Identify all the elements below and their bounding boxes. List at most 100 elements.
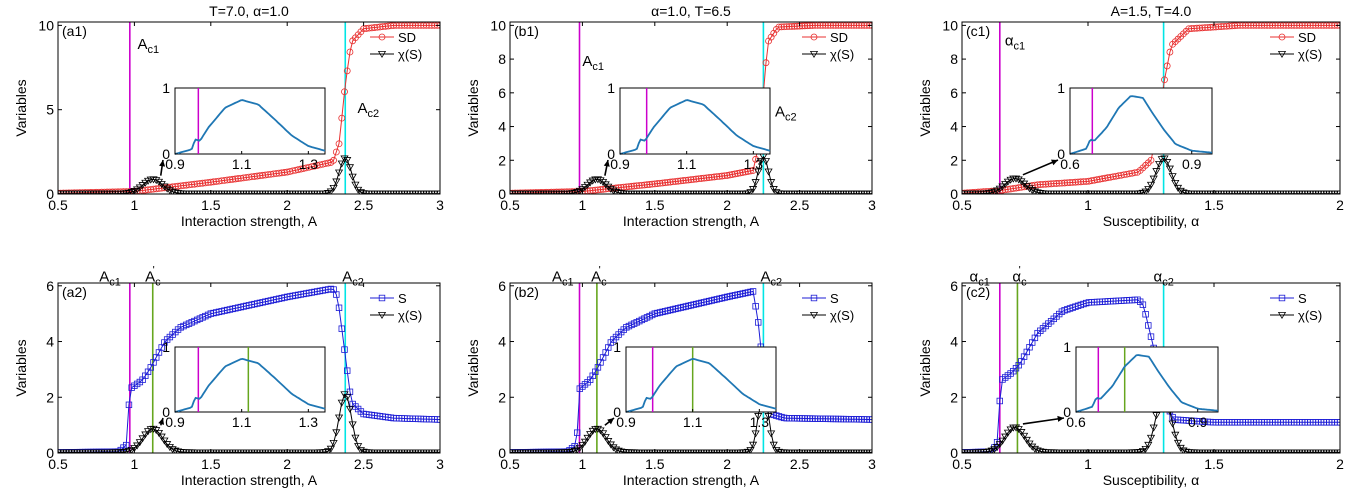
axes-frame (509, 21, 873, 195)
critical-point-label: αc1 (970, 269, 990, 289)
chi-point (340, 155, 349, 163)
critical-point-label: Ac2 (761, 269, 783, 289)
sd-point (1072, 178, 1079, 186)
y-tick-label: 0 (950, 445, 958, 461)
inset-y-tick-label: 0 (1057, 146, 1065, 162)
sd-point (384, 22, 392, 30)
s-point (1139, 301, 1147, 308)
sd-point (185, 181, 193, 189)
sd-point (1069, 178, 1077, 186)
inset-y-tick-label: 1 (613, 339, 621, 355)
sd-point (622, 183, 630, 191)
sd-point (1217, 23, 1225, 30)
sd-point (1055, 179, 1063, 187)
chi-point (1022, 183, 1031, 191)
sd-point (376, 23, 384, 31)
sd-point (1104, 174, 1112, 182)
y-tick-label: 4 (950, 119, 958, 135)
legend-entry: χ(S) (830, 47, 854, 62)
chi-point (1144, 441, 1153, 449)
y-tick-label: 8 (950, 51, 958, 67)
sd-point (231, 175, 239, 183)
sd-point (253, 172, 261, 180)
y-tick-label: 2 (46, 389, 54, 405)
critical-point-label: Ac2 (342, 269, 364, 289)
sd-point (267, 170, 275, 178)
s-point (338, 325, 345, 332)
legend-marker (1278, 33, 1286, 41)
sd-point (703, 174, 710, 182)
sd-point (728, 171, 736, 178)
sd-point (716, 172, 723, 180)
inset-y-tick-label: 0 (162, 404, 170, 420)
chi-point (329, 184, 338, 192)
x-tick-label: 1.5 (1204, 456, 1224, 472)
chi-point (746, 447, 755, 453)
chi-point (165, 187, 174, 194)
chi-point (135, 184, 144, 192)
sd-point (785, 23, 793, 30)
inset-pointer-arrowhead (607, 418, 614, 425)
x-tick-label: 1 (579, 197, 587, 213)
chi-point (1165, 165, 1174, 173)
panel-b1: α=1.0, T=6.50.5 1 1.5 2 2.5 30246810Interacti… (465, 3, 876, 229)
sd-point (791, 22, 798, 30)
inset-y-tick-label: 1 (162, 80, 170, 96)
axes-frame (57, 21, 441, 195)
legend-marker (1277, 312, 1287, 319)
chi-point (1155, 161, 1164, 168)
chi-point (1141, 188, 1150, 194)
y-axis-label: Variables (465, 79, 481, 136)
sd-point (272, 170, 280, 177)
sd-point (199, 179, 207, 187)
chi-point (160, 437, 169, 445)
sd-point (1109, 173, 1117, 181)
sd-point (270, 170, 277, 178)
sd-point (741, 168, 749, 176)
chi-point (326, 445, 335, 453)
sd-point (346, 48, 354, 56)
legend-entry: χ(S) (830, 308, 854, 323)
sd-point (780, 23, 788, 31)
sd-point (1015, 184, 1023, 192)
chi-point (1141, 446, 1150, 453)
sd-point (1207, 23, 1214, 31)
sd-point (597, 186, 604, 193)
sd-point (705, 174, 713, 181)
sd-point (210, 178, 217, 186)
axes-frame (57, 282, 441, 454)
critical-point-label: Ac1 (99, 269, 121, 289)
sd-point (1185, 25, 1193, 33)
inset-frame (174, 87, 326, 155)
sd-point (1209, 23, 1217, 31)
chi-point (614, 189, 623, 194)
sd-point (669, 178, 677, 186)
inset-y-tick-label: 0 (162, 146, 170, 162)
sd-point (718, 172, 726, 180)
axes-frame (961, 282, 1341, 454)
sd-point (218, 177, 226, 185)
plot-area (510, 283, 872, 453)
sd-point (1231, 22, 1239, 30)
y-tick-label: 0 (498, 186, 506, 202)
inset-x-tick-label: 1.3 (299, 156, 319, 172)
sd-point (1063, 179, 1071, 187)
sd-point (710, 173, 718, 181)
sd-point (1147, 156, 1155, 164)
sd-point (362, 25, 370, 32)
panel-label: (a1) (62, 23, 87, 39)
legend-marker (1278, 294, 1286, 302)
y-tick-label: 6 (46, 278, 54, 294)
chi-point (578, 442, 587, 450)
chi-point (351, 434, 360, 442)
chi-point (601, 434, 610, 442)
s-point (1142, 311, 1149, 318)
sd-point (734, 170, 741, 177)
chi-point (1163, 159, 1172, 167)
legend-entry: χ(S) (398, 308, 422, 323)
y-tick-label: 2 (950, 152, 958, 168)
chi-point (133, 186, 142, 194)
critical-point-label: αc' (1012, 265, 1027, 289)
x-tick-label: 0.5 (48, 456, 68, 472)
sd-point (1228, 22, 1236, 30)
